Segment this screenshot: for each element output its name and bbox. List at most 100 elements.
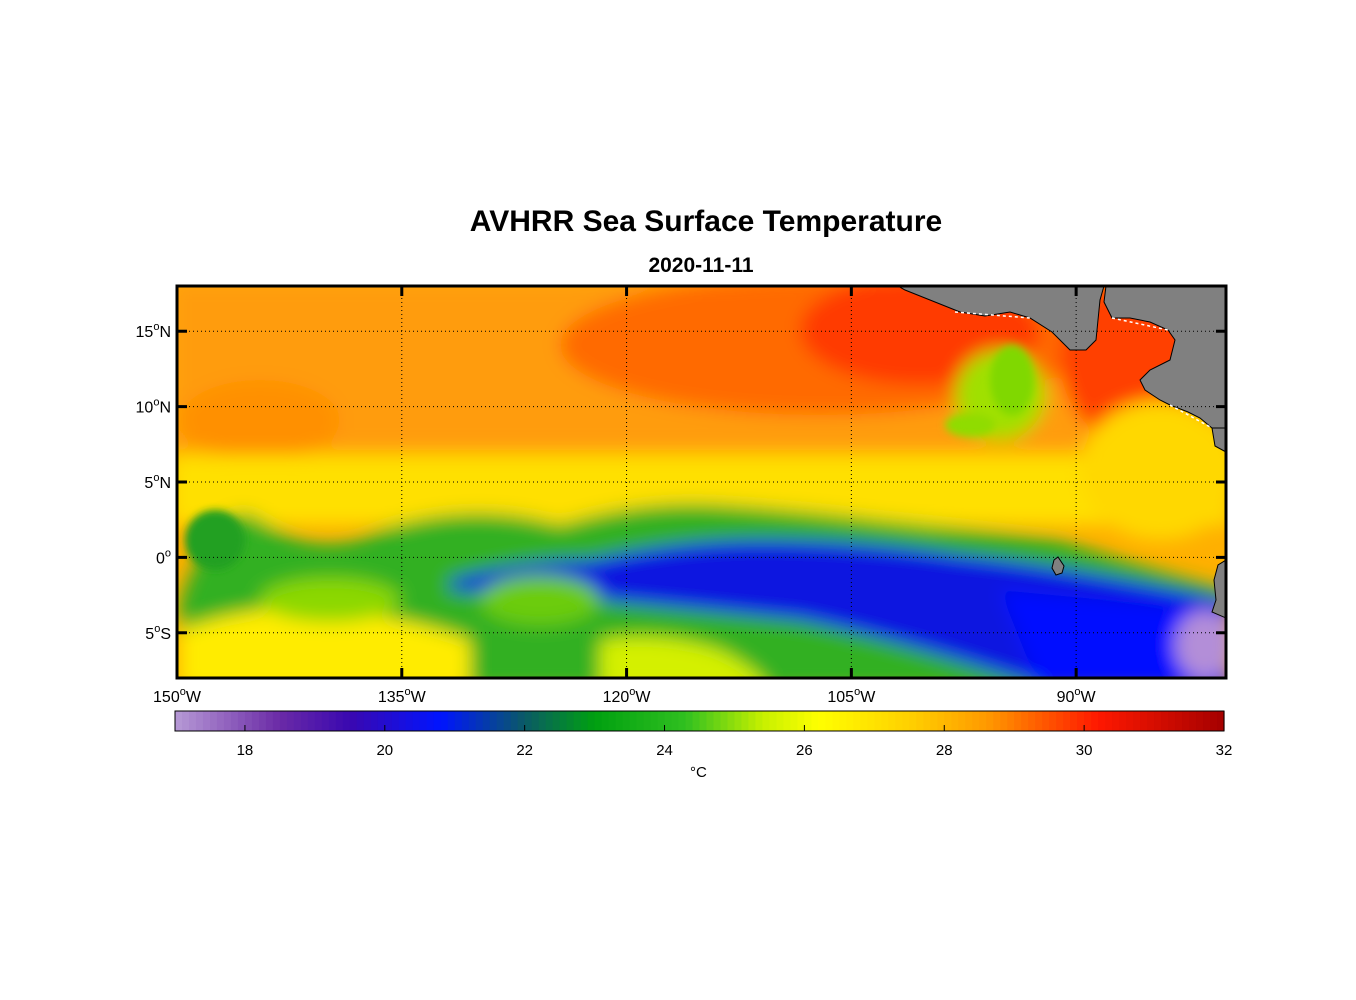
colorbar-swatch [1161, 711, 1169, 731]
colorbar-tick-label: 28 [936, 742, 953, 759]
colorbar-swatch [930, 711, 938, 731]
colorbar-swatch [580, 711, 589, 731]
colorbar-swatch [832, 711, 840, 731]
colorbar-swatch [1077, 711, 1085, 731]
lon-tick-label: 150oW [153, 686, 202, 706]
colorbar-unit: °C [690, 764, 707, 781]
colorbar-swatch [244, 711, 253, 731]
colorbar-tick-label: 30 [1076, 742, 1093, 759]
lat-tick-label: 15oN [136, 321, 171, 341]
lat-tick-label: 5oS [145, 623, 171, 643]
colorbar-swatch [769, 711, 778, 731]
colorbar-swatch [566, 711, 575, 731]
colorbar-tick-label: 32 [1216, 742, 1233, 759]
colorbar-swatch [601, 711, 610, 731]
colorbar-swatch [846, 711, 854, 731]
colorbar-swatch [755, 711, 764, 731]
colorbar-swatch [426, 711, 435, 731]
colorbar-swatch [1189, 711, 1197, 731]
colorbar-swatch [370, 711, 379, 731]
colorbar-swatch [335, 711, 344, 731]
colorbar-swatch [265, 711, 274, 731]
colorbar-swatch [230, 711, 239, 731]
colorbar-swatch [307, 711, 316, 731]
land-central-america [896, 286, 1226, 431]
colorbar-swatch [944, 711, 952, 731]
colorbar-swatch [175, 711, 183, 731]
colorbar-tick-label: 20 [376, 742, 393, 759]
colorbar-swatch [839, 711, 847, 731]
map-tick-labels: 150oW 135oW 120oW 105oW 90oW 15oN 10oN 5oN 0o 5oS [136, 321, 1097, 706]
colorbar-swatch [531, 711, 540, 731]
colorbar-swatch [510, 711, 519, 731]
colorbar-swatch [776, 711, 785, 731]
colorbar-swatch [594, 711, 603, 731]
colorbar-swatch [412, 711, 421, 731]
colorbar-swatch [713, 711, 722, 731]
colorbar-swatch [1210, 711, 1218, 731]
colorbar-swatch [1091, 711, 1099, 731]
colorbar-swatch [678, 711, 687, 731]
colorbar-swatch [1042, 711, 1050, 731]
colorbar [174, 710, 1225, 732]
colorbar-swatch [748, 711, 757, 731]
colorbar-swatch [909, 711, 917, 731]
colorbar-swatch [1147, 711, 1155, 731]
colorbar-swatch [629, 711, 638, 731]
colorbar-swatch [433, 711, 442, 731]
colorbar-frame [174, 710, 1225, 732]
colorbar-swatch [377, 711, 386, 731]
colorbar-swatch [671, 711, 680, 731]
colorbar-swatch [867, 711, 875, 731]
colorbar-swatch [419, 711, 428, 731]
colorbar-swatch [489, 711, 498, 731]
colorbar-swatch [699, 711, 708, 731]
lat-tick-label: 10oN [136, 397, 171, 417]
colorbar-swatch [447, 711, 456, 731]
colorbar-swatch [664, 711, 673, 731]
colorbar-swatch [734, 711, 743, 731]
colorbar-swatch [825, 711, 833, 731]
colorbar-swatch [454, 711, 463, 731]
colorbar-swatch [1140, 711, 1148, 731]
colorbar-swatch [1028, 711, 1036, 731]
colorbar-swatch [398, 711, 407, 731]
colorbar-swatch [587, 711, 596, 731]
colorbar-swatch [356, 711, 365, 731]
colorbar-swatch [1084, 711, 1092, 731]
colorbar-tick-label: 18 [237, 742, 254, 759]
colorbar-swatch [195, 711, 204, 731]
colorbar-swatch [993, 711, 1001, 731]
colorbar-swatch [461, 711, 470, 731]
land-south-america [1211, 559, 1226, 619]
colorbar-swatch [573, 711, 582, 731]
colorbar-swatch [727, 711, 736, 731]
colorbar-swatch [1168, 711, 1176, 731]
colorbar-swatch [559, 711, 568, 731]
colorbar-swatch [916, 711, 924, 731]
colorbar-swatch [797, 711, 805, 731]
colorbar-swatch [720, 711, 729, 731]
colorbar-swatch [517, 711, 526, 731]
colorbar-swatch [286, 711, 295, 731]
colorbar-swatch [538, 711, 547, 731]
colorbar-swatch [181, 711, 190, 731]
colorbar-swatch [1000, 711, 1008, 731]
colorbar-swatch [685, 711, 694, 731]
colorbar-swatch [650, 711, 659, 731]
colorbar-swatch [818, 711, 826, 731]
colorbar-tick-labels: 18 20 22 24 26 28 30 32 [237, 742, 1233, 759]
colorbar-swatch [363, 711, 372, 731]
colorbar-swatch [1049, 711, 1057, 731]
colorbar-swatch [503, 711, 512, 731]
colorbar-swatch [482, 711, 491, 731]
colorbar-swatch [272, 711, 281, 731]
colorbar-swatch [1133, 711, 1141, 731]
map-title: AVHRR Sea Surface Temperature [469, 205, 943, 238]
colorbar-swatch [1098, 711, 1106, 731]
colorbar-swatch [1182, 711, 1190, 731]
colorbar-swatch [258, 711, 267, 731]
colorbar-swatch [321, 711, 330, 731]
sst-field [177, 286, 1226, 678]
colorbar-swatch [923, 711, 931, 731]
